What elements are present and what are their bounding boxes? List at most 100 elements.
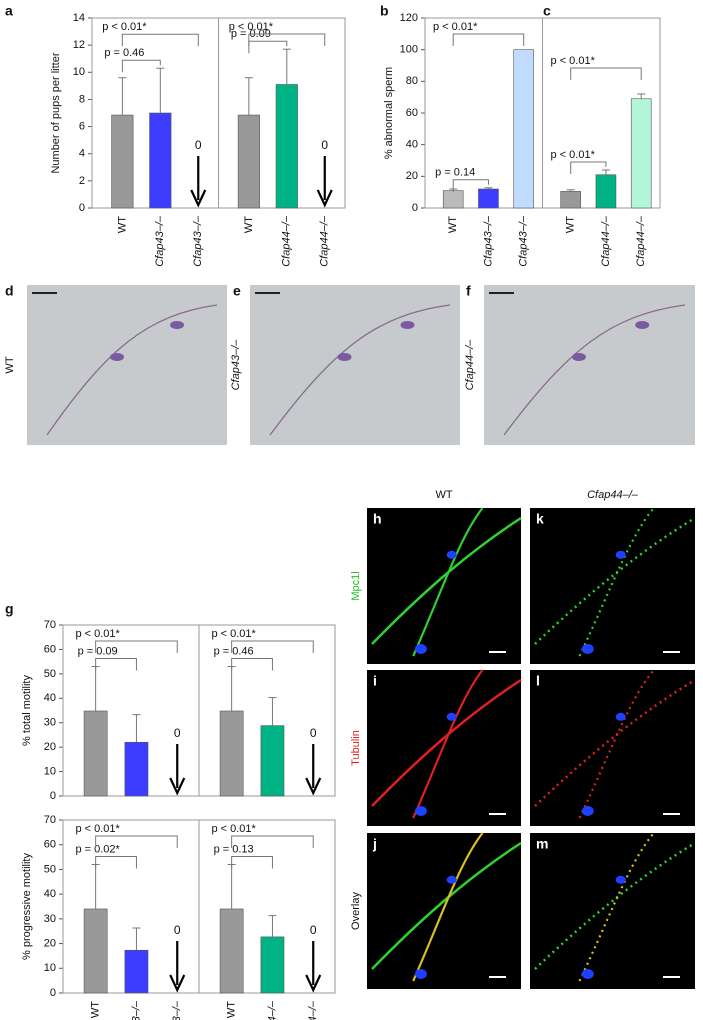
panel-label: g (5, 601, 14, 617)
nucleus (615, 712, 626, 721)
bar (111, 114, 134, 209)
y-axis-label: % abnormal sperm (383, 67, 395, 159)
x-tick-label: Cfap43–/– (130, 1000, 142, 1020)
bar (219, 710, 244, 797)
y-tick-label: 70 (44, 814, 56, 826)
p-value: p = 0.02* (75, 843, 120, 855)
p-value: p < 0.01* (433, 21, 478, 33)
y-tick-label: 40 (406, 139, 418, 151)
micrograph (530, 670, 695, 826)
p-value: p = 0.46 (214, 645, 254, 657)
panel-label: c (543, 3, 551, 19)
x-tick-label: Cfap44–/– (281, 215, 293, 267)
x-tick-label: Cfap44–/– (266, 1000, 278, 1020)
nucleus (414, 969, 427, 979)
x-tick-label: WT (565, 216, 577, 233)
panel-label: b (380, 3, 389, 19)
y-tick-label: 20 (44, 741, 56, 753)
y-tick-label: 30 (44, 717, 56, 729)
bracket (570, 67, 642, 80)
sperm-head (110, 353, 124, 361)
y-tick-label: 20 (44, 937, 56, 949)
fluorescent-tail (578, 507, 655, 657)
bar (442, 190, 464, 209)
fluorescent-tail (578, 669, 655, 819)
y-tick-label: 60 (44, 839, 56, 851)
bracket (95, 658, 137, 671)
fluorescent-tail (412, 832, 484, 982)
bracket (452, 33, 525, 46)
sperm-head (635, 321, 650, 329)
bar (124, 949, 149, 994)
fluorescent-tail (578, 832, 655, 982)
bracket (231, 855, 273, 869)
p-value: p < 0.01* (102, 21, 147, 33)
y-tick-label: 0 (50, 790, 56, 802)
panel-label: f (466, 283, 471, 299)
fluorescent-tail (412, 507, 484, 657)
p-value: p = 0.46 (104, 47, 144, 59)
y-tick-label: 10 (44, 765, 56, 777)
sperm-tail (503, 304, 686, 436)
y-tick-label: 120 (400, 12, 418, 24)
bar (560, 191, 581, 209)
bar (513, 49, 534, 209)
row-label: Overlay (350, 892, 362, 930)
y-tick-label: 50 (44, 668, 56, 680)
y-axis-label: % progressive motility (21, 853, 33, 960)
x-tick-label: WT (447, 216, 459, 233)
sperm-head (170, 321, 184, 329)
micrograph (27, 285, 227, 445)
bracket (121, 33, 199, 47)
column-header: Cfap44–/– (587, 489, 639, 501)
panel-label: k (536, 511, 544, 527)
y-tick-label: 40 (44, 692, 56, 704)
p-value: p < 0.01* (551, 55, 596, 67)
row-label: Mpc1l (350, 571, 362, 600)
bar (83, 710, 108, 797)
bracket (452, 179, 489, 192)
panel-label: i (373, 673, 377, 689)
x-tick-label: Cfap43–/– (192, 215, 204, 267)
x-tick-label: Cfap44–/– (600, 215, 612, 267)
micrograph-label: Cfap43–/– (230, 339, 242, 391)
nucleus (446, 550, 457, 559)
y-tick-label: 30 (44, 913, 56, 925)
value-label: 0 (310, 726, 317, 740)
micrograph (530, 508, 695, 664)
value-label: 0 (310, 923, 317, 937)
x-tick-label: WT (243, 216, 255, 233)
arrow-head (190, 189, 207, 208)
value-label: 0 (174, 923, 181, 937)
row-label: Tubulin (350, 730, 362, 766)
x-tick-label: WT (90, 1001, 102, 1018)
panel-label: e (233, 283, 241, 299)
micrograph (367, 833, 521, 989)
x-tick-label: Cfap44–/– (635, 215, 647, 267)
p-value: p = 0.09 (78, 645, 118, 657)
panel-label: l (536, 673, 540, 689)
y-tick-label: 0 (50, 987, 56, 999)
sperm-head (571, 353, 586, 361)
micrograph-label: Cfap44–/– (464, 339, 476, 391)
p-value: p < 0.01* (211, 823, 256, 835)
panel-label: h (373, 511, 382, 527)
value-label: 0 (174, 726, 181, 740)
x-tick-label: Cfap44–/– (319, 215, 331, 267)
arrow-head (305, 777, 322, 796)
bar (237, 114, 260, 209)
x-tick-label: Cfap43–/– (154, 215, 166, 267)
p-value: p = 0.13 (214, 843, 254, 855)
bracket (121, 59, 161, 73)
y-tick-label: 80 (406, 75, 418, 87)
y-tick-label: 40 (44, 888, 56, 900)
p-value: p < 0.01* (229, 21, 274, 33)
bracket (231, 640, 314, 653)
panel-label: j (372, 836, 377, 852)
y-axis-label: Number of pups per litter (50, 52, 62, 173)
micrograph (250, 285, 460, 445)
bracket (95, 835, 178, 848)
p-value: p < 0.01* (75, 628, 120, 640)
x-tick-label: Cfap43–/– (518, 215, 530, 267)
panel-label: m (536, 836, 548, 852)
